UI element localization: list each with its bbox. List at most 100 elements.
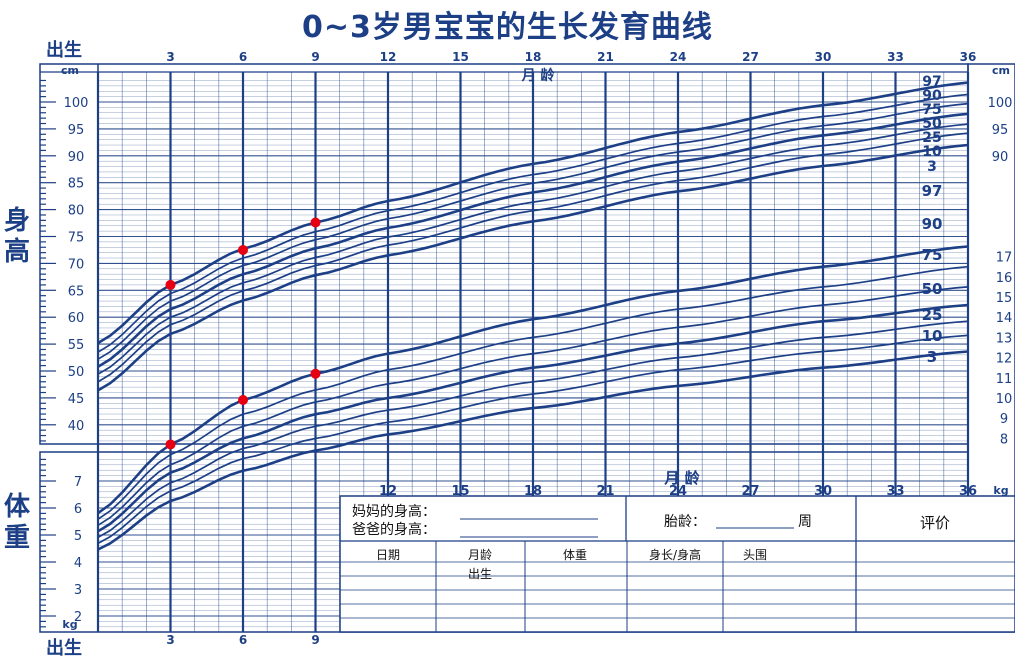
weight-right-tick-label: 16: [996, 271, 1013, 286]
height-percentile-label: 90: [922, 88, 942, 104]
top-month-tick: 15: [452, 50, 469, 64]
mid-month-tick: 33: [886, 484, 904, 499]
father-height-label: 爸爸的身高：: [352, 521, 436, 538]
weeks-label: 周: [798, 514, 812, 530]
gestation-label: 胎龄：: [664, 514, 706, 530]
record-table-column-header: 体重: [563, 548, 587, 562]
weight-percentile-label: 50: [922, 280, 943, 298]
top-month-tick: 33: [887, 50, 904, 64]
mid-month-tick: 12: [379, 484, 397, 499]
mid-month-tick: 36: [959, 484, 977, 499]
weight-curve-p3: [97, 350, 969, 551]
top-month-tick: 30: [815, 50, 832, 64]
weight-right-tick-label: 14: [996, 311, 1013, 326]
height-curve-p3: [97, 143, 969, 392]
weight-right-tick-label: 13: [996, 331, 1013, 346]
weight-percentile-label: 10: [922, 327, 943, 345]
height-right-tick-label: 100: [988, 96, 1013, 111]
height-unit-right: cm: [992, 64, 1010, 77]
record-table-column-header: 身长/身高: [649, 547, 701, 562]
height-tick-label: 90: [68, 150, 85, 165]
record-table-birth-cell: 出生: [468, 567, 492, 581]
mid-month-tick: 24: [669, 484, 687, 499]
height-measurement-point: [165, 279, 176, 290]
top-month-tick: 21: [597, 50, 614, 64]
height-percentile-label: 97: [922, 74, 941, 90]
weight-tick-label: 5: [74, 529, 82, 544]
top-month-tick: 6: [239, 50, 247, 64]
top-month-tick: 18: [525, 50, 542, 64]
height-axis-label: 身高: [3, 206, 30, 267]
mid-month-tick: 18: [524, 484, 542, 499]
record-table-column-header: 头围: [743, 548, 767, 562]
height-percentile-label: 25: [922, 130, 941, 146]
height-right-tick-label: 95: [992, 123, 1009, 138]
height-curve-p10: [97, 132, 969, 383]
weight-curve-p90: [97, 265, 969, 520]
mother-height-label: 妈妈的身高：: [352, 503, 436, 520]
birth-label-bottom: 出生: [46, 638, 82, 659]
record-table-column-header: 月龄: [468, 548, 492, 562]
height-tick-label: 60: [68, 311, 85, 326]
weight-right-tick-label: 11: [996, 372, 1013, 387]
weight-percentile-label: 25: [922, 306, 943, 324]
record-table-background: [339, 495, 1015, 633]
weight-measurement-point: [238, 395, 248, 406]
height-right-tick-label: 90: [992, 150, 1009, 165]
height-tick-label: 65: [68, 284, 85, 299]
height-unit-left: cm: [61, 64, 79, 77]
weight-percentile-label: 97: [922, 182, 943, 200]
birth-label-top: 出生: [46, 40, 82, 61]
bottom-month-tick: 3: [166, 633, 174, 647]
height-curve-p90: [97, 93, 969, 353]
weight-right-tick-label: 10: [996, 392, 1013, 407]
mid-month-tick: 30: [814, 484, 832, 499]
weight-right-tick-label: 8: [1000, 432, 1008, 447]
mid-month-tick: 21: [596, 484, 614, 499]
weight-tick-label: 6: [74, 502, 82, 517]
weight-curve-p10: [97, 334, 969, 545]
top-month-tick: 12: [380, 50, 397, 64]
weight-tick-label: 4: [74, 556, 82, 571]
weight-right-tick-label: 9: [1000, 412, 1008, 427]
weight-percentile-label: 3: [927, 348, 937, 366]
weight-tick-label: 2: [74, 610, 82, 625]
weight-right-tick-label: 12: [996, 352, 1013, 367]
bottom-month-tick: 6: [239, 633, 247, 647]
height-percentile-label: 10: [922, 144, 942, 160]
month-axis-label-mid: 月 龄: [663, 469, 700, 487]
weight-percentile-label: 90: [922, 215, 943, 233]
top-month-tick: 36: [960, 50, 977, 64]
weight-unit-left: kg: [62, 618, 77, 631]
weight-measurement-point: [165, 439, 176, 450]
top-month-tick: 3: [166, 50, 174, 64]
weight-tick-label: 7: [74, 475, 82, 490]
height-tick-label: 45: [68, 392, 85, 407]
weight-unit-right: kg: [993, 484, 1008, 497]
top-month-tick: 24: [670, 50, 687, 64]
height-tick-label: 100: [64, 96, 89, 111]
height-curve-p75: [97, 102, 969, 360]
measurement-points: [165, 217, 321, 450]
height-tick-label: 70: [68, 257, 85, 272]
height-tick-label: 75: [68, 231, 85, 246]
mid-month-tick: 27: [741, 484, 759, 499]
height-measurement-point: [310, 217, 321, 228]
weight-curve-p50: [97, 303, 969, 533]
height-measurement-point: [238, 244, 248, 255]
height-percentile-label: 75: [922, 102, 941, 118]
month-axis-label-top: 月 龄: [521, 67, 556, 84]
weight-percentile-label: 75: [922, 246, 943, 264]
height-curve-p50: [97, 112, 969, 368]
height-tick-label: 95: [68, 123, 85, 138]
evaluation-header: 评价: [920, 514, 950, 532]
weight-curve-p75: [97, 286, 969, 527]
top-month-tick: 9: [311, 50, 319, 64]
weight-tick-label: 3: [74, 583, 82, 598]
height-percentile-label: 50: [922, 116, 942, 132]
height-percentile-label: 3: [927, 159, 937, 175]
chart-title: 0~3岁男宝宝的生长发育曲线: [302, 10, 713, 45]
weight-axis-label: 体重: [3, 492, 30, 553]
